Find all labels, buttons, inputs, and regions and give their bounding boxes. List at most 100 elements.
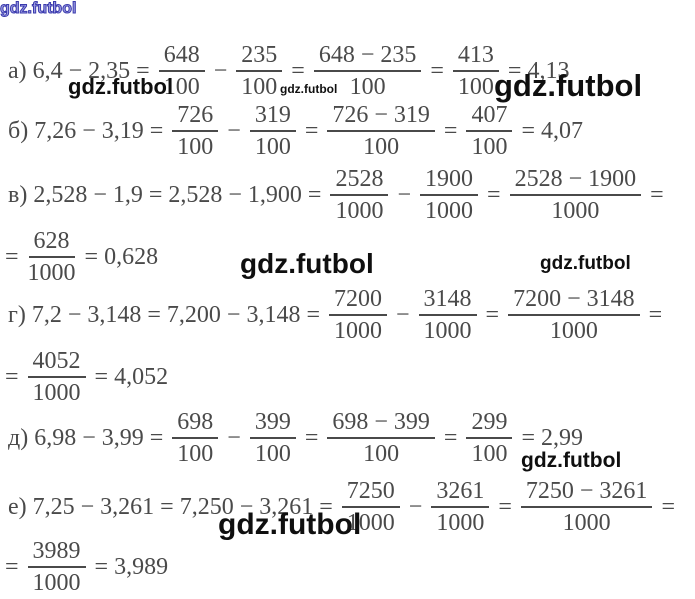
fraction-numerator: 726 − 319 [327,102,435,132]
fraction-numerator: 2528 [330,166,389,196]
math-text: = [479,301,506,328]
fraction-denominator: 100 [349,74,386,100]
fraction: 319 100 [249,102,296,160]
math-text: = [437,424,464,451]
math-text: − [221,424,247,451]
fraction-numerator: 235 [236,42,283,72]
fraction-denominator: 100 [177,441,214,467]
fraction-numerator: 698 − 399 [327,409,435,439]
fraction: 628 1000 [27,228,76,286]
fraction-numerator: 648 − 235 [313,42,422,72]
fraction-denominator: 100 [363,134,400,160]
fraction-denominator: 1000 [32,570,81,596]
math-text: = 4,07 [515,117,584,144]
math-text: а) 6,4 − 2,35 = [8,57,156,84]
fraction-numerator: 399 [249,409,296,439]
fraction-denominator: 100 [177,134,214,160]
fraction-numerator: 1900 [420,166,479,196]
watermark: gdz.futbol [521,449,622,472]
fraction-numerator: 7250 [341,478,400,508]
equation-row-g: г) 7,2 − 3,148 = 7,200 − 3,148 = 7200 100… [8,285,662,345]
math-text: = [424,57,450,84]
fraction-numerator: 7200 [328,286,387,316]
equation-row-v-cont: = 628 1000 = 0,628 [5,227,158,287]
fraction: 7250 1000 [341,478,400,536]
fraction-numerator: 648 [158,42,205,72]
fraction-numerator: 698 [172,409,219,439]
fraction-denominator: 1000 [425,198,474,224]
math-text: = [5,363,25,390]
math-text: = [437,117,464,144]
math-text: = [285,57,311,84]
fraction-denominator: 1000 [333,318,382,344]
fraction: 726 100 [172,102,219,160]
equation-row-g-cont: = 4052 1000 = 4,052 [5,347,168,407]
math-text: = 0,628 [78,243,159,270]
fraction-denominator: 1000 [27,260,76,286]
equation-row-v: в) 2,528 − 1,9 = 2,528 − 1,900 = 2528 100… [8,165,664,225]
fraction-denominator: 1000 [436,510,485,536]
math-text: = [655,493,675,520]
fraction-denominator: 100 [254,441,291,467]
fraction: 2528 1000 [330,166,389,224]
watermark: gdz.futbol [218,508,362,541]
math-text: = 4,052 [88,363,169,390]
fraction-denominator: 100 [457,74,494,100]
math-text: г) 7,2 − 3,148 = 7,200 − 3,148 = [8,301,326,328]
equation-row-a: а) 6,4 − 2,35 = 648 100 − 235 100 = 648 − … [8,41,569,101]
math-text: = 2,99 [515,424,584,451]
math-text: = [298,117,325,144]
fraction-denominator: 100 [254,134,291,160]
fraction-numerator: 3148 [418,286,477,316]
fraction: 3261 1000 [431,478,490,536]
fraction: 7200 1000 [328,286,387,344]
fraction-denominator: 1000 [346,510,395,536]
fraction: 4052 1000 [27,348,86,406]
fraction-denominator: 100 [241,74,278,100]
fraction: 3148 1000 [418,286,477,344]
math-text: − [207,57,234,84]
math-text: = 4,13 [501,57,570,84]
watermark: gdz.futbol [240,248,374,279]
fraction-denominator: 1000 [562,510,611,536]
fraction-numerator: 299 [466,409,513,439]
fraction: 399 100 [249,409,296,467]
fraction-denominator: 100 [471,441,508,467]
math-text: = [642,301,663,328]
fraction-numerator: 7200 − 3148 [508,286,640,316]
fraction: 3989 1000 [27,538,86,596]
fraction-denominator: 100 [363,441,400,467]
fraction-numerator: 628 [28,228,75,258]
fraction: 1900 1000 [420,166,479,224]
equation-row-d: д) 6,98 − 3,99 = 698 100 − 399 100 = 698 −… [8,408,583,468]
math-text: = [298,424,325,451]
fraction: 726 − 319 100 [327,102,435,160]
math-text: = [5,553,25,580]
watermark: gdz.futbol [68,74,174,99]
equation-row-e-cont: = 3989 1000 = 3,989 [5,537,168,597]
fraction-numerator: 407 [466,102,513,132]
math-text: − [391,181,418,208]
fraction-numerator: 319 [249,102,296,132]
math-text: е) 7,25 − 3,261 = 7,250 − 3,261 = [8,493,339,520]
fraction: 698 100 [172,409,219,467]
site-link-watermark[interactable]: gdz.futbol [0,0,77,18]
math-text: − [389,301,416,328]
fraction-denominator: 1000 [551,198,600,224]
fraction-numerator: 413 [452,42,499,72]
math-text: − [221,117,247,144]
fraction-denominator: 1000 [335,198,384,224]
math-text: б) 7,26 − 3,19 = [8,117,170,144]
fraction-denominator: 1000 [32,380,81,406]
watermark: gdz.futbol [494,68,643,103]
fraction: 407 100 [466,102,513,160]
fraction-numerator: 2528 − 1900 [509,166,642,196]
math-text: − [402,493,429,520]
fraction-denominator: 1000 [423,318,472,344]
fraction-numerator: 3261 [431,478,490,508]
fraction: 7200 − 3148 1000 [508,286,640,344]
fraction: 235 100 [236,42,283,100]
watermark: gdz.futbol [540,253,631,274]
fraction: 698 − 399 100 [327,409,435,467]
